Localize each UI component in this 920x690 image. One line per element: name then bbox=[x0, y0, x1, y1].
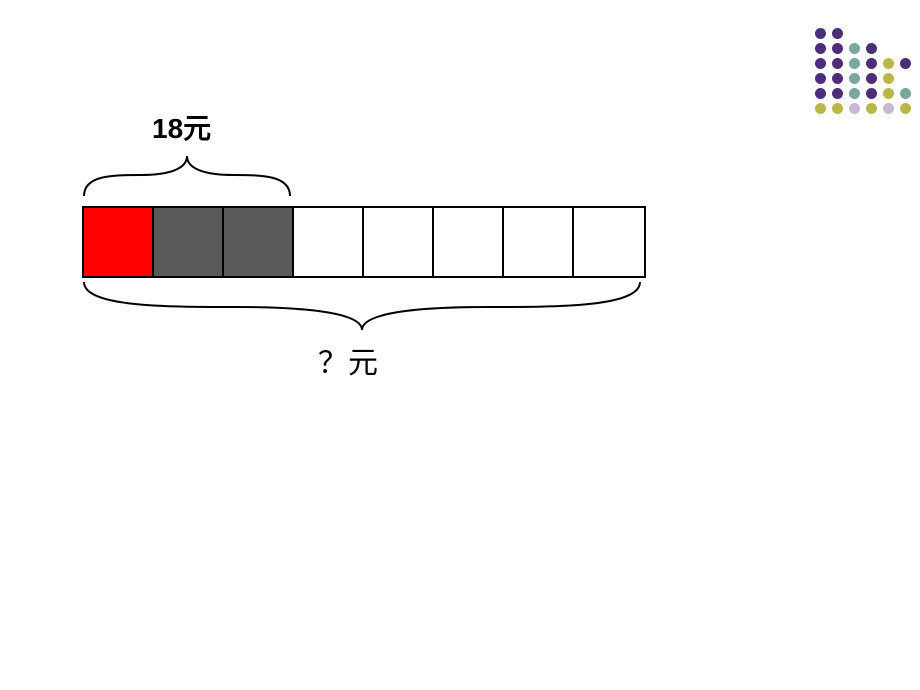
decoration-dot bbox=[866, 103, 877, 114]
decoration-dot bbox=[866, 88, 877, 99]
corner-dot-decoration bbox=[815, 28, 920, 118]
bottom-bracket-label: ？元 bbox=[318, 338, 378, 382]
bar-cell bbox=[154, 208, 224, 276]
decoration-dot bbox=[866, 43, 877, 54]
decoration-dot bbox=[832, 88, 843, 99]
decoration-dot bbox=[815, 73, 826, 84]
decoration-dot bbox=[815, 58, 826, 69]
decoration-dot bbox=[883, 58, 894, 69]
decoration-dot bbox=[815, 88, 826, 99]
bar-cell bbox=[364, 208, 434, 276]
decoration-dot bbox=[900, 58, 911, 69]
decoration-dot bbox=[849, 43, 860, 54]
bar-cell bbox=[504, 208, 574, 276]
bar-cell bbox=[224, 208, 294, 276]
decoration-dot bbox=[815, 43, 826, 54]
decoration-dot bbox=[849, 73, 860, 84]
decoration-dot bbox=[815, 103, 826, 114]
decoration-dot bbox=[832, 43, 843, 54]
decoration-dot bbox=[883, 73, 894, 84]
decoration-dot bbox=[883, 88, 894, 99]
dot-row bbox=[815, 88, 920, 99]
top-bracket-label: 18元 bbox=[152, 107, 211, 147]
dot-row bbox=[815, 28, 920, 39]
dot-row bbox=[815, 58, 920, 69]
dot-row bbox=[815, 73, 920, 84]
decoration-dot bbox=[849, 88, 860, 99]
decoration-dot bbox=[866, 73, 877, 84]
bottom-curly-brace bbox=[82, 280, 642, 334]
bar-cell bbox=[84, 208, 154, 276]
tape-diagram-bar bbox=[82, 206, 646, 278]
decoration-dot bbox=[900, 103, 911, 114]
slide-canvas: 18元 ？元 bbox=[0, 0, 920, 690]
decoration-dot bbox=[849, 103, 860, 114]
decoration-dot bbox=[815, 28, 826, 39]
decoration-dot bbox=[900, 88, 911, 99]
decoration-dot bbox=[883, 103, 894, 114]
decoration-dot bbox=[849, 58, 860, 69]
bar-cell bbox=[574, 208, 644, 276]
decoration-dot bbox=[866, 58, 877, 69]
top-curly-brace bbox=[82, 152, 292, 198]
bar-cell bbox=[434, 208, 504, 276]
decoration-dot bbox=[832, 73, 843, 84]
bar-cell bbox=[294, 208, 364, 276]
decoration-dot bbox=[832, 28, 843, 39]
decoration-dot bbox=[832, 103, 843, 114]
dot-row bbox=[815, 43, 920, 54]
dot-row bbox=[815, 103, 920, 114]
decoration-dot bbox=[832, 58, 843, 69]
